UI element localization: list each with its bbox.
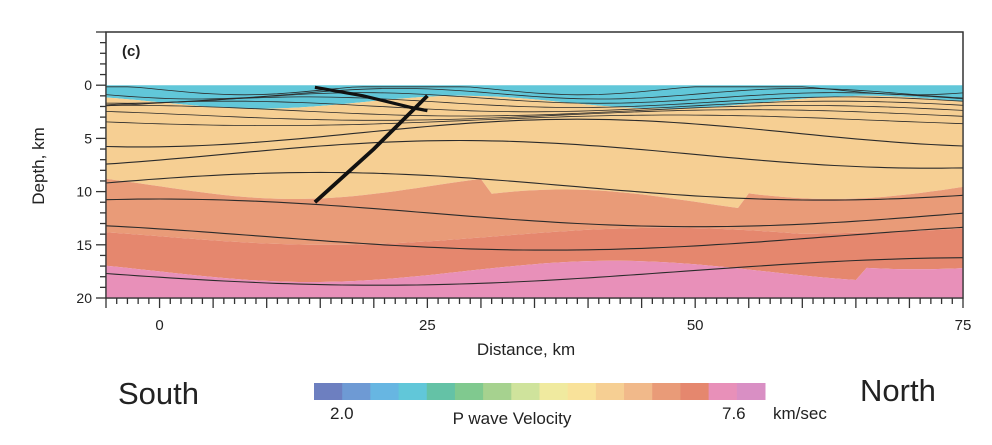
colorbar-swatch — [426, 383, 456, 400]
x-tick-label: 0 — [155, 317, 163, 334]
x-tick-label: 50 — [687, 317, 704, 334]
panel-label: (c) — [122, 43, 140, 60]
contour-line — [105, 139, 964, 169]
colorbar-swatch — [370, 383, 400, 400]
y-tick-label: 15 — [76, 237, 92, 253]
colorbar — [314, 383, 766, 400]
x-tick-label: 25 — [419, 317, 436, 334]
y-tick-label: 10 — [76, 184, 92, 200]
velocity-layer — [106, 178, 963, 245]
colorbar-swatch — [567, 383, 597, 400]
colorbar-swatch — [454, 383, 484, 400]
x-axis: 0 25 50 75 — [105, 298, 972, 334]
y-tick-label: 20 — [76, 290, 92, 306]
colorbar-swatch — [595, 383, 625, 400]
contour-line — [105, 225, 964, 251]
contour-line — [105, 109, 964, 121]
colorbar-swatch — [314, 383, 343, 400]
contour-line — [105, 100, 964, 113]
y-axis: 0 5 10 15 20 — [76, 31, 106, 306]
contour-line — [105, 118, 964, 148]
velocity-layer — [106, 227, 963, 282]
contour-lines — [105, 86, 964, 286]
fault-upper — [314, 85, 428, 113]
contour-line — [105, 257, 964, 286]
colorbar-min-label: 2.0 — [330, 404, 354, 423]
colorbar-swatch — [736, 383, 766, 400]
colorbar-swatch — [511, 383, 540, 400]
contour-line — [105, 171, 964, 201]
y-tick-label: 0 — [84, 77, 92, 93]
contour-line — [105, 198, 964, 228]
colorbar-swatch — [652, 383, 681, 400]
colorbar-swatch — [398, 383, 428, 400]
fault-lower — [313, 94, 429, 204]
fault-line — [313, 85, 429, 204]
direction-south: South — [118, 376, 199, 411]
velocity-layer — [106, 95, 963, 208]
y-tick-label: 5 — [84, 130, 92, 146]
contour-line — [105, 105, 964, 117]
colorbar-swatch — [483, 383, 512, 400]
colorbar-swatch — [342, 383, 371, 400]
colorbar-unit: km/sec — [773, 404, 827, 423]
y-axis-label: Depth, km — [29, 127, 48, 204]
x-tick-label: 75 — [955, 317, 972, 334]
velocity-layer — [106, 260, 963, 298]
colorbar-swatch — [680, 383, 710, 400]
colorbar-max-label: 7.6 — [722, 404, 746, 423]
x-axis-label: Distance, km — [477, 340, 575, 359]
colorbar-swatch — [708, 383, 738, 400]
contour-line — [105, 114, 964, 126]
colorbar-swatch — [539, 383, 569, 400]
colorbar-title: P wave Velocity — [453, 409, 572, 428]
direction-north: North — [860, 373, 936, 408]
contour-line — [105, 96, 964, 108]
colorbar-swatch — [624, 383, 653, 400]
